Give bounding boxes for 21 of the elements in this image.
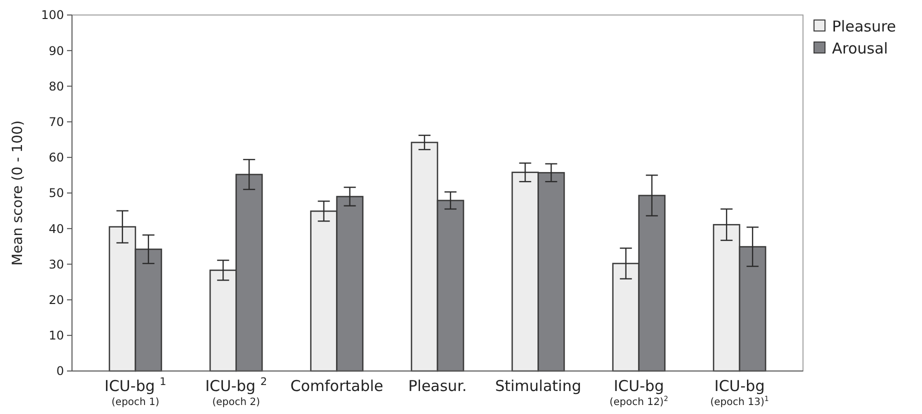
x-tick-label: ICU-bg $^{1}$ (epoch 1): [104, 376, 166, 408]
y-tick-label: 10: [48, 328, 64, 343]
y-tick-label: 80: [48, 79, 64, 94]
y-tick-label: 50: [48, 186, 64, 200]
y-axis-title: Mean score (0 - 100): [10, 120, 26, 266]
x-tick-label: ICU-bg (epoch 13)$^{1}$: [710, 377, 769, 408]
y-tick-label: 60: [48, 150, 64, 165]
y-tick-label: 30: [48, 257, 64, 272]
legend-label: Pleasure: [832, 17, 896, 36]
y-tick-label: 40: [48, 222, 64, 236]
x-tick-label: ICU-bg (epoch 12)$^{2}$: [610, 377, 668, 408]
legend-label: Arousal: [832, 39, 888, 58]
y-tick-label: 90: [48, 44, 64, 58]
x-tick-label: Comfortable: [290, 377, 384, 395]
y-tick-label: 70: [48, 115, 64, 129]
y-tick-label: 20: [48, 293, 64, 307]
y-tick-label: 100: [41, 8, 64, 22]
x-tick-label: Stimulating: [495, 377, 582, 395]
x-tick-label: Pleasur.: [408, 377, 467, 395]
y-tick-label: 0: [56, 364, 64, 378]
x-tick-label: ICU-bg $^{2}$ (epoch 2): [205, 376, 268, 408]
